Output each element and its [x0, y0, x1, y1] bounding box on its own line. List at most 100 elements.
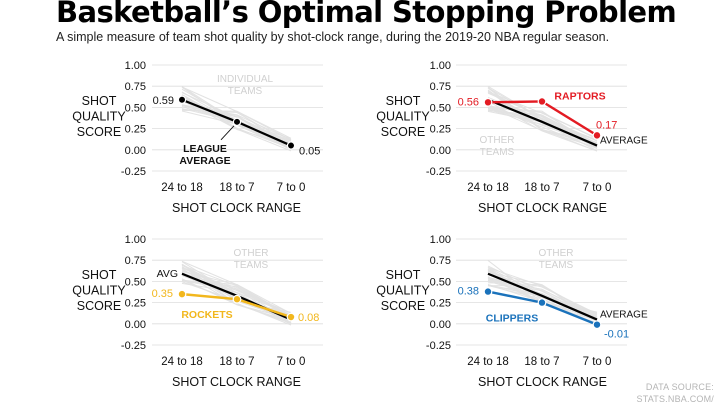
x-axis-label: SHOT CLOCK RANGE [172, 201, 301, 215]
y-tick-label: 0.50 [430, 102, 451, 114]
data-label: 0.08 [298, 312, 319, 324]
team-point [537, 97, 547, 106]
x-tick-label: 7 to 0 [277, 356, 306, 368]
x-tick-label: 24 to 18 [161, 182, 203, 194]
data-label: 0.35 [152, 288, 173, 300]
data-source: DATA SOURCE: STATS.NBA.COM/ [637, 381, 714, 405]
data-label: 0.05 [299, 146, 320, 158]
y-axis-label-line: SHOT [386, 268, 421, 282]
x-tick-label: 24 to 18 [161, 356, 203, 368]
background-team-line [487, 91, 598, 147]
background-teams-label: TEAMS [539, 260, 574, 271]
background-team-line [181, 280, 292, 314]
background-teams-label: OTHER [234, 248, 269, 259]
chart-panel-2: 1.00 0.75 0.50 0.25 0.00 -0.25 24 to 18 18 to 7… [376, 60, 648, 215]
background-teams-label: TEAMS [480, 147, 515, 158]
chart-panel-3: 1.00 0.75 0.50 0.25 0.00 -0.25 24 to 18 18 to 7… [72, 234, 323, 389]
league-average-line [487, 98, 598, 147]
background-teams-label: INDIVIDUAL [217, 74, 274, 85]
background-team-line [181, 99, 292, 152]
y-tick-label: 0.25 [430, 124, 451, 136]
x-tick-label: 24 to 18 [467, 182, 509, 194]
y-tick-label: 0.75 [125, 81, 146, 93]
y-tick-label: 0.00 [430, 319, 451, 331]
background-teams-label: OTHER [480, 135, 515, 146]
background-team-line [181, 86, 292, 141]
page-subtitle: A simple measure of team shot quality by… [56, 30, 610, 44]
team-point [537, 298, 547, 308]
y-axis-label-line: QUALITY [376, 110, 430, 124]
x-tick-label: 18 to 7 [219, 182, 254, 194]
y-tick-label: 0.50 [125, 276, 146, 288]
team-name-label: ROCKETS [181, 309, 232, 321]
y-tick-label: 1.00 [125, 234, 146, 246]
y-axis-label-line: SCORE [381, 125, 425, 139]
y-tick-label: 0.00 [430, 145, 451, 157]
team-point [177, 289, 187, 299]
league-average-point [177, 95, 187, 104]
background-team-line [487, 91, 598, 140]
y-tick-label: 0.25 [430, 298, 451, 310]
x-tick-label: 7 to 0 [583, 356, 612, 368]
background-team-line [487, 276, 598, 320]
y-tick-label: 0.50 [430, 276, 451, 288]
league-average-label: AVERAGE [600, 136, 648, 147]
y-axis-label-line: SHOT [386, 94, 421, 108]
y-axis-label-line: SHOT [82, 94, 117, 108]
team-point [592, 320, 602, 330]
y-tick-label: 0.50 [125, 102, 146, 114]
data-label: 0.59 [153, 95, 174, 107]
team-point [483, 287, 493, 296]
y-tick-label: 0.75 [125, 255, 146, 267]
team-point [483, 97, 493, 107]
x-tick-label: 18 to 7 [219, 356, 254, 368]
y-tick-label: 0.25 [125, 124, 146, 136]
y-tick-label: 0.00 [125, 319, 146, 331]
team-point [592, 130, 602, 140]
chart-panel-4: 1.00 0.75 0.50 0.25 0.00 -0.25 24 to 18 18 to 7… [376, 234, 648, 389]
x-tick-label: 18 to 7 [524, 182, 559, 194]
data-source-site: STATS.NBA.COM/ [636, 394, 714, 404]
background-teams-label: TEAMS [228, 86, 263, 97]
y-tick-label: 1.00 [125, 60, 146, 72]
y-tick-label: -0.25 [426, 340, 451, 352]
page-title: Basketball’s Optimal Stopping Problem [56, 0, 677, 29]
league-average-label: LEAGUE [183, 143, 227, 155]
y-tick-label: 0.75 [430, 81, 451, 93]
x-axis-label: SHOT CLOCK RANGE [172, 375, 301, 389]
y-tick-label: -0.25 [121, 166, 146, 178]
team-name-label: CLIPPERS [486, 313, 539, 325]
league-average-label: AVERAGE [600, 310, 648, 321]
background-team-line [487, 109, 598, 140]
y-axis-label-line: SCORE [77, 299, 121, 313]
background-team-line [181, 260, 292, 319]
x-tick-label: 7 to 0 [583, 182, 612, 194]
background-team-line [181, 272, 292, 320]
y-axis-label-line: QUALITY [376, 284, 430, 298]
team-point [232, 294, 242, 304]
x-axis-label: SHOT CLOCK RANGE [478, 375, 607, 389]
background-team-line [181, 264, 292, 319]
y-tick-label: 1.00 [430, 60, 451, 72]
y-axis-label-line: SCORE [77, 125, 121, 139]
annotation-leader [220, 125, 235, 141]
data-label: 0.56 [458, 96, 479, 108]
y-tick-label: 1.00 [430, 234, 451, 246]
league-average-label: AVG [157, 268, 178, 280]
team-name-label: RAPTORS [554, 90, 605, 102]
data-label: 0.17 [596, 119, 617, 131]
background-teams-label: TEAMS [234, 260, 269, 271]
league-average-point [232, 117, 242, 127]
x-tick-label: 18 to 7 [524, 356, 559, 368]
y-axis-label-line: SCORE [381, 299, 425, 313]
league-average-point [286, 141, 296, 150]
y-tick-label: 0.25 [125, 298, 146, 310]
x-tick-label: 24 to 18 [467, 356, 509, 368]
data-source-label: DATA SOURCE: [645, 382, 714, 392]
league-average-line [487, 272, 598, 321]
y-tick-label: 0.75 [430, 255, 451, 267]
team-point [286, 312, 296, 322]
y-axis-label-line: SHOT [82, 268, 117, 282]
x-axis-label: SHOT CLOCK RANGE [478, 201, 607, 215]
